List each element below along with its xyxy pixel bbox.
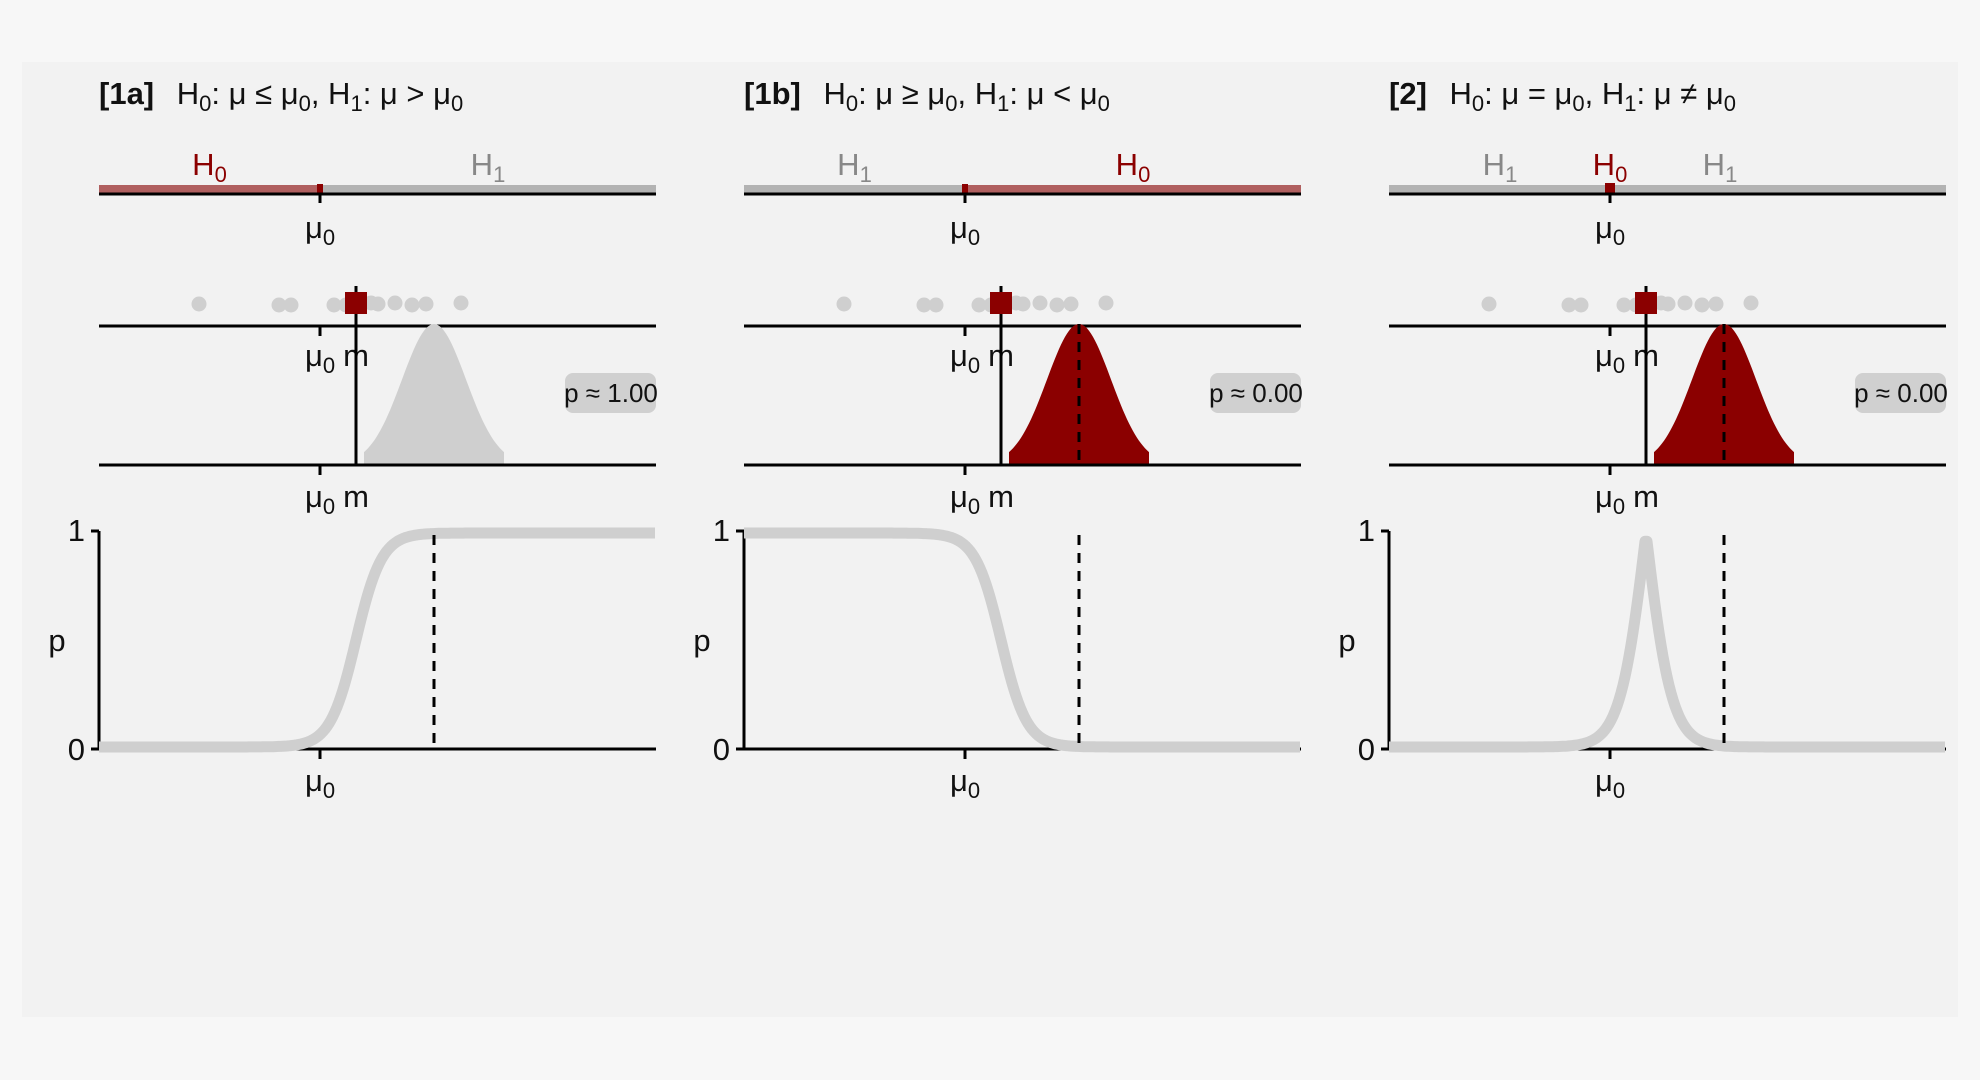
sample-point: [928, 297, 944, 313]
sampling-distribution: [364, 324, 504, 465]
hypothesis-test-diagram: [1a] H0: μ ≤ μ0, H1: μ > μ0 m p ≈ 1.00 m 1 0 p…: [48, 76, 1949, 803]
sample-point: [191, 296, 207, 312]
y-tick-label-0: 0: [713, 732, 730, 767]
p-value-label: p ≈ 1.00: [564, 378, 658, 408]
sample-point: [418, 296, 434, 312]
p-value-curve: [740, 527, 1304, 753]
tick-label-mu0: μ0: [950, 210, 980, 250]
region-label-h0: H0: [192, 147, 227, 187]
figure: [1a] H0: μ ≤ μ0, H1: μ > μ0 m p ≈ 1.00 m 1 0 p…: [22, 62, 1958, 1017]
panel-title: [1a] H0: μ ≤ μ0, H1: μ > μ0: [99, 76, 463, 116]
region-label-h0: H0: [1116, 147, 1151, 187]
region-band-left: [744, 185, 965, 193]
sample-point: [1098, 295, 1114, 311]
sample-point: [1660, 296, 1676, 312]
region-band-left: [99, 185, 320, 193]
sample-point: [453, 295, 469, 311]
sample-point: [1677, 295, 1693, 311]
sample-mean-marker: [990, 292, 1012, 314]
sample-point: [971, 297, 987, 313]
sample-point: [1573, 297, 1589, 313]
sample-point: [404, 297, 420, 313]
sample-point: [283, 297, 299, 313]
region-label-h1: H1: [471, 147, 506, 187]
sample-point: [387, 295, 403, 311]
sample-point: [1049, 297, 1065, 313]
sample-point: [271, 297, 287, 313]
p-value-curve: [1385, 535, 1949, 753]
p-value-label: p ≈ 0.00: [1854, 378, 1948, 408]
tick-label-mu0: μ0: [950, 479, 980, 519]
sample-point: [1063, 296, 1079, 312]
tick-label-mu0: μ0: [1595, 479, 1625, 519]
panel-title: [2] H0: μ = μ0, H1: μ ≠ μ0: [1389, 76, 1736, 116]
panel-title: [1b] H0: μ ≥ μ0, H1: μ < μ0: [744, 76, 1110, 116]
p-value-box: [1210, 373, 1301, 413]
tick-label-mu0: μ0: [1595, 763, 1625, 803]
sampling-distribution: [1009, 324, 1149, 465]
sample-mean-marker: [1635, 292, 1657, 314]
sample-point: [916, 297, 932, 313]
region-band: [1389, 185, 1946, 193]
tick-label-mu0: μ0: [950, 338, 980, 378]
tick-label-m: m: [988, 479, 1014, 514]
p-value-box: [565, 373, 656, 413]
y-tick-label-0: 0: [68, 732, 85, 767]
tick-label-mu0: μ0: [305, 763, 335, 803]
region-band-right: [965, 185, 1301, 193]
sample-point: [836, 296, 852, 312]
p-value-label: p ≈ 0.00: [1209, 378, 1303, 408]
sampling-distribution: [1654, 324, 1794, 465]
sample-point: [370, 296, 386, 312]
y-tick-label-1: 1: [713, 513, 730, 548]
y-axis-label: p: [48, 623, 65, 658]
region-label-h1: H1: [1703, 147, 1738, 187]
region-label-h0: H0: [1593, 147, 1628, 187]
y-tick-label-0: 0: [1358, 732, 1375, 767]
mu0-marker: [962, 184, 968, 193]
tick-label-mu0: μ0: [305, 210, 335, 250]
sample-point: [1032, 295, 1048, 311]
mu0-marker: [1605, 183, 1615, 193]
sample-point: [1561, 297, 1577, 313]
y-axis-label: p: [1338, 623, 1355, 658]
sample-point: [1015, 296, 1031, 312]
tick-label-mu0: μ0: [1595, 210, 1625, 250]
tick-label-mu0: μ0: [305, 338, 335, 378]
y-tick-label-1: 1: [68, 513, 85, 548]
sample-point: [1694, 297, 1710, 313]
tick-label-m: m: [1633, 479, 1659, 514]
p-value-curve: [95, 527, 659, 753]
sample-mean-marker: [345, 292, 367, 314]
y-axis-label: p: [693, 623, 710, 658]
tick-label-m: m: [343, 479, 369, 514]
tick-label-mu0: μ0: [305, 479, 335, 519]
tick-label-mu0: μ0: [1595, 338, 1625, 378]
region-label-h1: H1: [1483, 147, 1518, 187]
tick-label-mu0: μ0: [950, 763, 980, 803]
p-value-box: [1855, 373, 1946, 413]
sample-point: [326, 297, 342, 313]
sample-point: [1708, 296, 1724, 312]
mu0-marker: [317, 184, 323, 193]
sample-point: [1616, 297, 1632, 313]
y-tick-label-1: 1: [1358, 513, 1375, 548]
region-band-right: [320, 185, 656, 193]
sample-point: [1743, 295, 1759, 311]
region-label-h1: H1: [837, 147, 872, 187]
sample-point: [1481, 296, 1497, 312]
